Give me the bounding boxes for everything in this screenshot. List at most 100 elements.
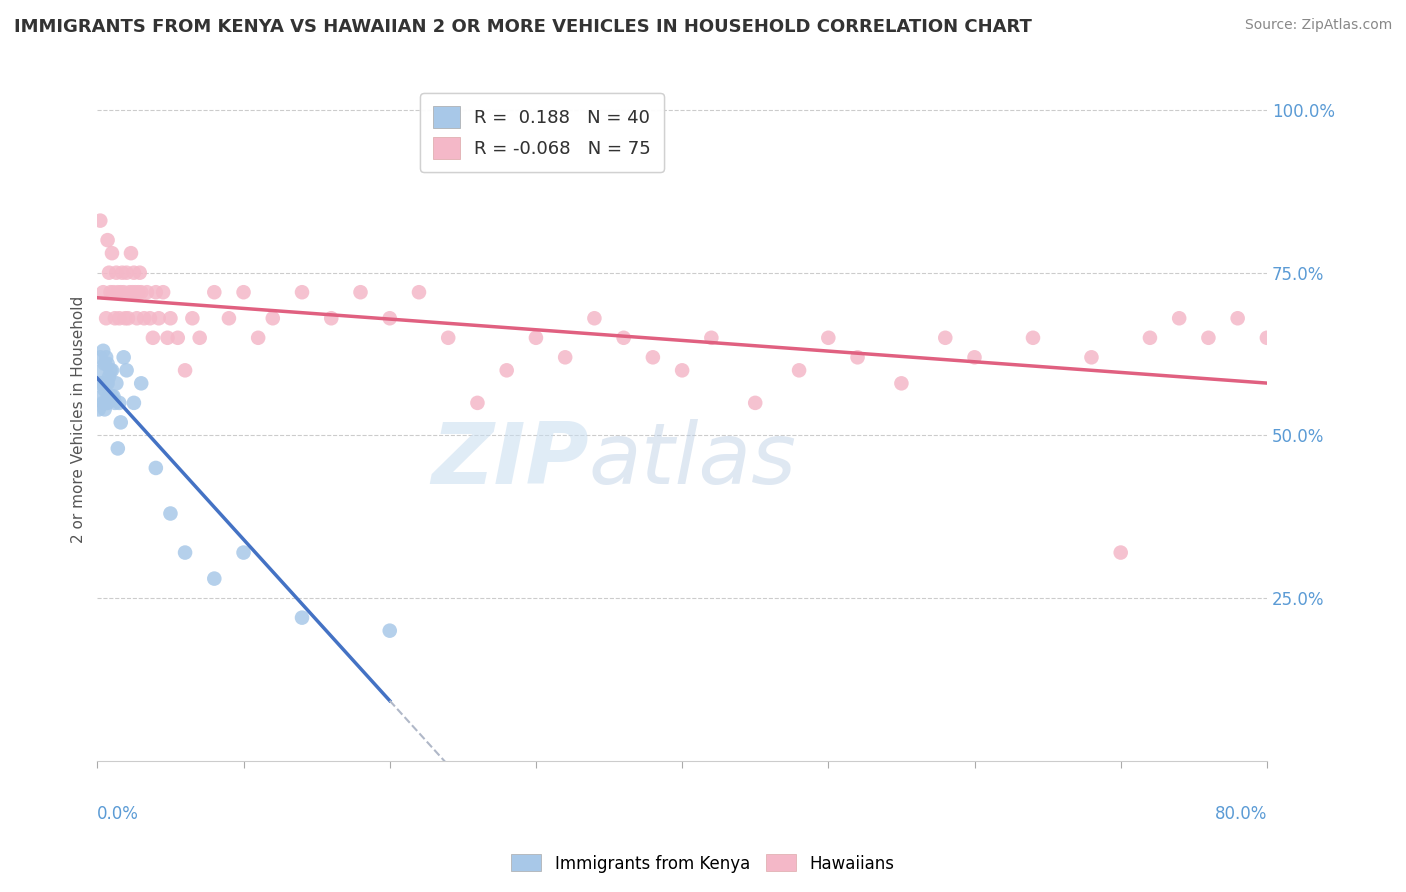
Point [174, 363, 197, 377]
Point [744, 396, 766, 410]
Point [121, 285, 143, 300]
Point [174, 545, 197, 559]
Point [104, 396, 127, 410]
Point [787, 363, 810, 377]
Point [159, 311, 181, 326]
Point [467, 396, 489, 410]
Point [495, 363, 517, 377]
Point [100, 363, 122, 377]
Point [87, 402, 110, 417]
Point [247, 331, 270, 345]
Point [524, 331, 547, 345]
Point [963, 351, 986, 365]
Point [108, 396, 131, 410]
Point [817, 331, 839, 345]
Point [101, 389, 124, 403]
Point [134, 311, 156, 326]
Point [115, 363, 138, 377]
Point [124, 285, 146, 300]
Point [1022, 331, 1045, 345]
Point [107, 442, 129, 456]
Point [291, 285, 314, 300]
Point [554, 351, 576, 365]
Point [166, 331, 188, 345]
Point [112, 285, 135, 300]
Text: 80.0%: 80.0% [1215, 805, 1267, 823]
Point [97, 357, 120, 371]
Point [232, 285, 254, 300]
Point [583, 311, 606, 326]
Point [110, 416, 132, 430]
Point [437, 331, 460, 345]
Point [97, 233, 120, 247]
Point [115, 266, 138, 280]
Point [114, 311, 136, 326]
Point [934, 331, 956, 345]
Point [139, 311, 162, 326]
Text: IMMIGRANTS FROM KENYA VS HAWAIIAN 2 OR MORE VEHICLES IN HOUSEHOLD CORRELATION CH: IMMIGRANTS FROM KENYA VS HAWAIIAN 2 OR M… [14, 18, 1032, 36]
Point [128, 266, 150, 280]
Point [148, 311, 170, 326]
Point [105, 266, 128, 280]
Point [89, 376, 111, 391]
Point [90, 389, 112, 403]
Point [641, 351, 664, 365]
Point [202, 572, 225, 586]
Point [94, 351, 117, 365]
Point [202, 285, 225, 300]
Point [97, 396, 120, 410]
Text: 0.0%: 0.0% [97, 805, 139, 823]
Point [101, 363, 124, 377]
Point [90, 363, 112, 377]
Point [291, 610, 314, 624]
Point [408, 285, 430, 300]
Point [1226, 311, 1249, 326]
Point [1109, 545, 1132, 559]
Point [118, 285, 141, 300]
Point [89, 213, 111, 227]
Point [378, 311, 401, 326]
Point [129, 285, 152, 300]
Point [1080, 351, 1102, 365]
Point [156, 331, 179, 345]
Point [105, 376, 128, 391]
Point [349, 285, 371, 300]
Point [142, 331, 165, 345]
Point [101, 246, 124, 260]
Point [98, 266, 121, 280]
Point [89, 351, 111, 365]
Legend: Immigrants from Kenya, Hawaiians: Immigrants from Kenya, Hawaiians [505, 847, 901, 880]
Point [152, 285, 174, 300]
Point [1256, 331, 1278, 345]
Point [107, 285, 129, 300]
Point [613, 331, 636, 345]
Point [91, 285, 114, 300]
Point [110, 285, 132, 300]
Point [93, 357, 115, 371]
Point [97, 376, 120, 391]
Point [104, 311, 127, 326]
Point [671, 363, 693, 377]
Point [122, 396, 145, 410]
Point [378, 624, 401, 638]
Point [98, 369, 121, 384]
Text: ZIP: ZIP [430, 418, 589, 501]
Point [91, 376, 114, 391]
Point [181, 311, 204, 326]
Point [100, 285, 122, 300]
Point [94, 311, 117, 326]
Point [262, 311, 284, 326]
Point [1197, 331, 1219, 345]
Point [91, 343, 114, 358]
Point [145, 461, 167, 475]
Point [93, 383, 115, 397]
Point [100, 389, 122, 403]
Point [111, 266, 134, 280]
Point [145, 285, 167, 300]
Text: Source: ZipAtlas.com: Source: ZipAtlas.com [1244, 18, 1392, 32]
Point [120, 246, 142, 260]
Point [321, 311, 343, 326]
Point [846, 351, 869, 365]
Point [93, 402, 115, 417]
Point [129, 376, 152, 391]
